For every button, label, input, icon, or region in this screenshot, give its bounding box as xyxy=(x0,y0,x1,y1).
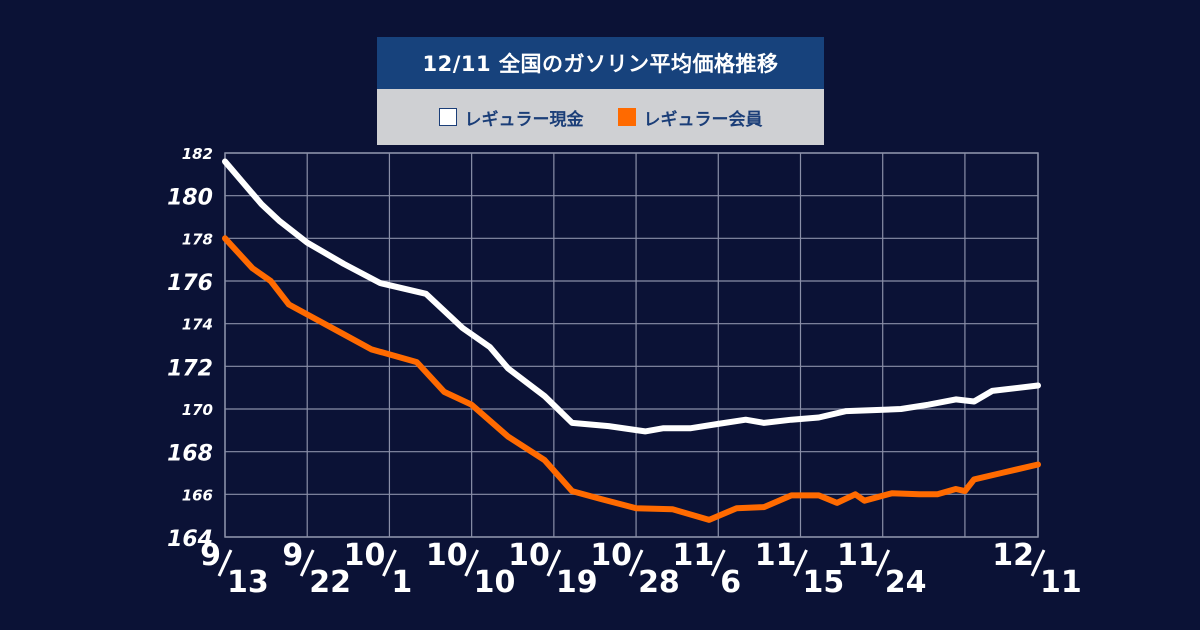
x-tick-slash xyxy=(217,549,233,577)
x-tick-date: 22 xyxy=(309,565,351,600)
x-tick-date: 28 xyxy=(638,565,680,600)
chart-series xyxy=(222,158,1041,523)
y-axis: 164 166 168 170 172 174 176 178 180 182 xyxy=(167,145,213,552)
plot-frame xyxy=(224,152,1039,538)
x-tick-slash xyxy=(464,549,480,577)
x-tick-slash xyxy=(628,549,644,577)
x-tick-label: 116 xyxy=(673,538,742,600)
legend-item-regular-member: レギュラー会員 xyxy=(617,105,763,130)
chart-grid xyxy=(224,152,1039,538)
x-tick-slash xyxy=(793,549,808,577)
y-tick-label: 168 xyxy=(167,442,213,467)
y-tick-label: 178 xyxy=(182,230,213,248)
x-tick-date: 11 xyxy=(1040,565,1082,600)
x-tick-month: 10 xyxy=(344,538,386,573)
y-tick-label: 176 xyxy=(167,271,213,296)
x-tick-slash xyxy=(299,549,315,577)
x-tick-month: 10 xyxy=(508,538,550,573)
y-tick-label: 174 xyxy=(182,316,213,334)
x-tick-date: 13 xyxy=(227,565,269,600)
chart-title: 12/11 全国のガソリン平均価格推移 xyxy=(377,37,824,89)
x-tick-month: 9 xyxy=(282,538,303,573)
x-tick-month: 12 xyxy=(992,538,1034,573)
x-tick-slash xyxy=(1030,549,1046,577)
y-tick-label: 170 xyxy=(182,401,213,419)
x-tick-date: 10 xyxy=(474,565,516,600)
legend-item-regular-cash: レギュラー現金 xyxy=(438,105,584,130)
x-tick-month: 11 xyxy=(673,538,715,573)
x-tick-month: 11 xyxy=(755,538,797,573)
y-tick-label: 180 xyxy=(167,186,213,211)
chart-legend: レギュラー現金 レギュラー会員 xyxy=(377,89,824,145)
x-tick-slash xyxy=(710,549,726,577)
x-tick-month: 11 xyxy=(837,538,879,573)
series-line-regular-cash xyxy=(222,158,1041,435)
y-tick-label: 172 xyxy=(167,356,213,381)
y-tick-label: 164 xyxy=(167,527,213,552)
x-tick-slash xyxy=(875,549,891,577)
x-tick-month: 9 xyxy=(200,538,221,573)
x-tick-label: 913 xyxy=(200,538,269,600)
y-tick-label: 182 xyxy=(182,145,213,163)
legend-label-regular-cash: レギュラー現金 xyxy=(464,109,584,130)
legend-swatch-orange-icon xyxy=(617,108,636,126)
x-tick-month: 10 xyxy=(426,538,468,573)
x-tick-date: 15 xyxy=(802,565,844,600)
x-tick-label: 101 xyxy=(344,538,413,600)
x-tick-date: 19 xyxy=(556,565,598,600)
legend-swatch-white-icon xyxy=(438,108,457,126)
x-tick-label: 922 xyxy=(282,538,351,600)
legend-label-regular-member: レギュラー会員 xyxy=(643,109,763,130)
series-line-regular-member xyxy=(222,235,1041,523)
x-tick-date: 1 xyxy=(391,565,412,600)
x-tick-date: 24 xyxy=(885,565,927,600)
x-tick-date: 6 xyxy=(720,565,741,600)
x-tick-slash xyxy=(546,549,562,577)
x-tick-slash xyxy=(382,549,397,577)
y-tick-label: 166 xyxy=(182,486,213,504)
x-tick-month: 10 xyxy=(590,538,632,573)
